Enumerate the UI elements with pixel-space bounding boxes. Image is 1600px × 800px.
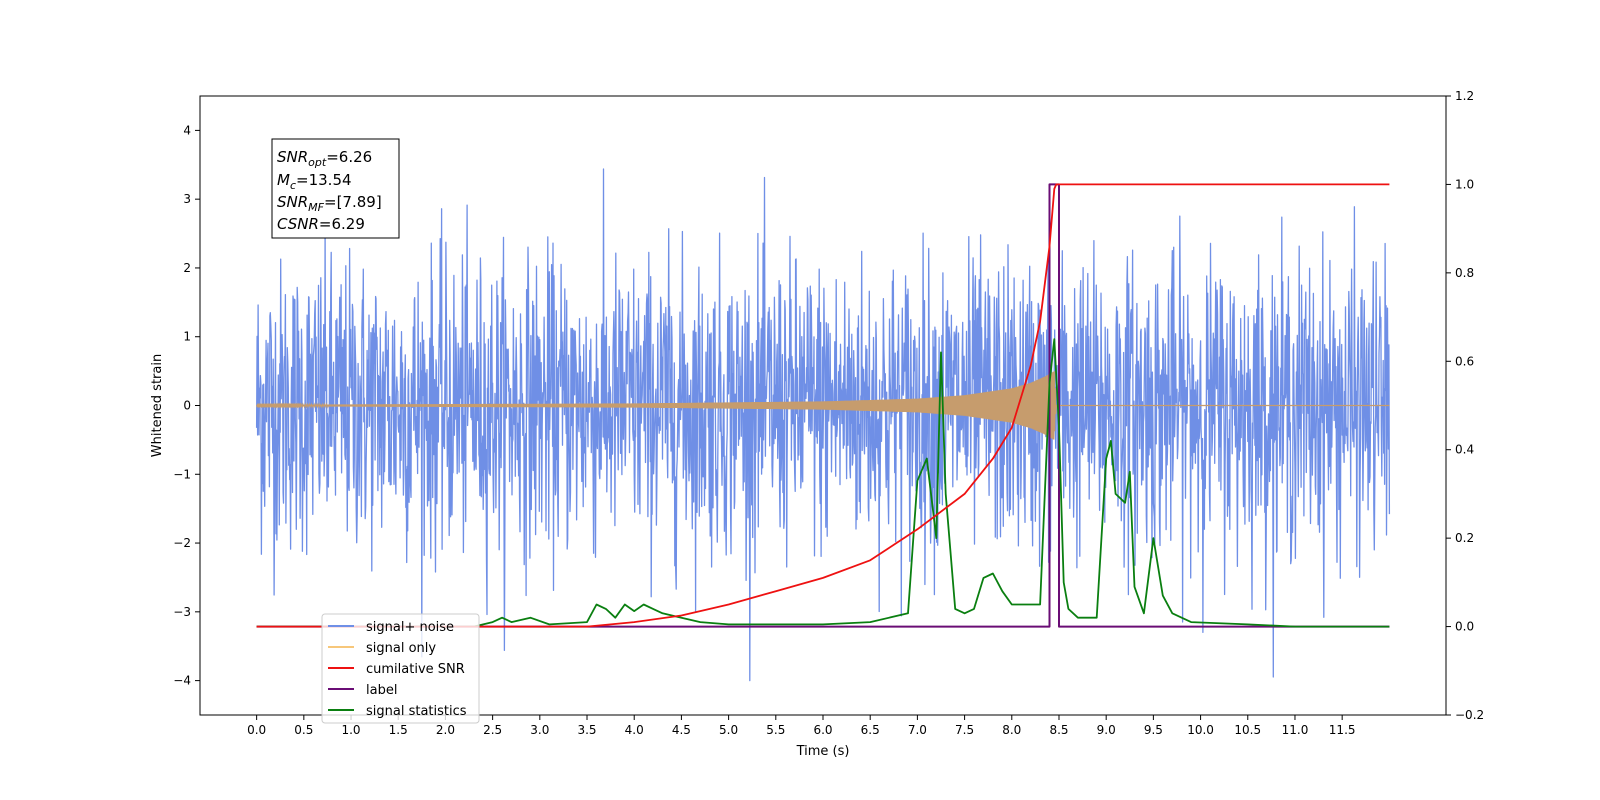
y-left-tick-label: 3 <box>183 192 191 206</box>
y-right-tick-label: 0.2 <box>1455 531 1474 545</box>
x-tick-label: 1.0 <box>341 723 360 737</box>
annotation-line-mc: Mc=13.54 <box>277 171 352 192</box>
y-left-tick-label: 2 <box>183 261 191 275</box>
x-tick-label: 6.5 <box>861 723 880 737</box>
y-right-tick-label: −0.2 <box>1455 708 1484 722</box>
legend-label-label: label <box>366 683 397 698</box>
legend-label-signal-statistics: signal statistics <box>366 704 467 719</box>
legend: signal+ noise signal only cumilative SNR… <box>321 613 480 724</box>
y-axis-label-left: Whitened strain <box>150 354 165 457</box>
x-tick-label: 2.0 <box>436 723 455 737</box>
x-tick-label: 10.0 <box>1187 723 1214 737</box>
x-tick-label: 2.5 <box>483 723 502 737</box>
x-tick-label: 1.5 <box>389 723 408 737</box>
legend-label-cumulative-snr: cumilative SNR <box>366 662 465 677</box>
x-tick-label: 0.5 <box>294 723 313 737</box>
x-tick-label: 8.5 <box>1049 723 1068 737</box>
x-tick-label: 11.0 <box>1282 723 1309 737</box>
x-axis-label: Time (s) <box>796 744 850 759</box>
y-left-tick-label: −3 <box>173 605 191 619</box>
x-tick-label: 4.0 <box>625 723 644 737</box>
plot-area <box>255 168 1391 682</box>
legend-frame <box>321 613 480 724</box>
axes: 0.0 0.5 1.0 1.5 2.0 2.5 3.0 3.5 4.0 4.5 5.0 5.5 6.0 6… <box>150 89 1484 759</box>
y-left-tick-label: −1 <box>173 467 191 481</box>
y-left-tick-label: 1 <box>183 330 191 344</box>
x-tick-label: 4.5 <box>672 723 691 737</box>
x-tick-label: 3.0 <box>530 723 549 737</box>
annotation-line-snr-opt: SNRopt=6.26 <box>277 148 372 169</box>
x-tick-label: 5.5 <box>766 723 785 737</box>
series-cumulative-snr <box>256 183 1390 628</box>
series-label <box>256 183 1390 628</box>
x-tick-label: 9.0 <box>1097 723 1116 737</box>
annotation-box: SNRopt=6.26 Mc=13.54 SNRMF=[7.89] CSNR=6… <box>271 138 400 239</box>
annotation-frame <box>271 138 400 239</box>
x-tick-label: 7.0 <box>908 723 927 737</box>
legend-label-signal-only: signal only <box>366 641 436 656</box>
y-right-tick-label: 0.0 <box>1455 620 1474 634</box>
x-tick-label: 10.5 <box>1234 723 1261 737</box>
y-right-tick-label: 1.2 <box>1455 89 1474 103</box>
y-right-tick-label: 1.0 <box>1455 177 1474 191</box>
x-tick-label: 6.0 <box>813 723 832 737</box>
x-tick-label: 3.5 <box>577 723 596 737</box>
y-right-tick-label: 0.6 <box>1455 354 1474 368</box>
y-right-tick-label: 0.8 <box>1455 266 1474 280</box>
x-tick-label: 5.0 <box>719 723 738 737</box>
y-left-tick-label: 4 <box>183 123 191 137</box>
y-left-tick-label: −2 <box>173 536 191 550</box>
annotation-line-csnr: CSNR=6.29 <box>277 215 365 233</box>
series-signal-noise <box>255 168 1391 682</box>
legend-label-signal-noise: signal+ noise <box>366 620 454 635</box>
annotation-line-snr-mf: SNRMF=[7.89] <box>277 193 382 214</box>
x-tick-label: 8.0 <box>1002 723 1021 737</box>
x-tick-label: 0.0 <box>247 723 266 737</box>
x-tick-label: 9.5 <box>1144 723 1163 737</box>
y-left-tick-label: 0 <box>183 399 191 413</box>
x-tick-label: 7.5 <box>955 723 974 737</box>
x-tick-label: 11.5 <box>1329 723 1356 737</box>
y-left-tick-label: −4 <box>173 674 191 688</box>
series-signal-only <box>256 371 1390 440</box>
series-signal-statistics <box>256 338 1390 628</box>
y-right-tick-label: 0.4 <box>1455 443 1474 457</box>
